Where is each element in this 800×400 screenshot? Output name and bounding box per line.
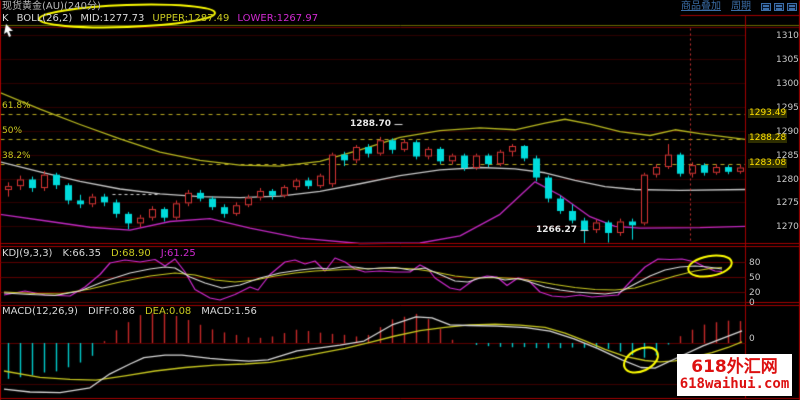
fib-50-label: 50% (2, 126, 23, 136)
macd-axis-label: 0 (749, 334, 755, 344)
layout-split-icon[interactable] (774, 3, 784, 11)
kdj-axis-label: 0 (749, 298, 755, 308)
price-axis-label: 1290 (776, 127, 799, 137)
boll-mid-value: MID:1277.73 (80, 13, 145, 24)
macd-diff-value: DIFF:0.86 (87, 306, 135, 317)
fib-38.2-price-badge: 1283.08 (748, 158, 788, 168)
kdj-axis-label: 50 (749, 273, 761, 283)
macd-macd-value: MACD:1.56 (201, 306, 257, 317)
price-axis-label: 1310 (776, 31, 799, 41)
kdj-k-value: K:66.35 (62, 248, 102, 259)
overlay-menu-link[interactable]: 商品叠加 (681, 1, 721, 12)
kdj-j-value: J:61.25 (160, 248, 196, 259)
price-axis-label: 1285 (776, 151, 799, 161)
price-axis-label: 1275 (776, 198, 799, 208)
kdj-axis-label: 80 (749, 258, 761, 268)
fib-38.2-label: 38.2% (2, 151, 31, 161)
price-axis-label: 1270 (776, 222, 799, 232)
kdj-axis-label: 20 (749, 288, 761, 298)
boll-params-label: BOLL(26,2) (16, 13, 73, 24)
swing-low-price-tag: 1266.27 (536, 225, 577, 235)
layout-full-icon[interactable] (787, 3, 797, 11)
boll-lower-value: LOWER:1267.97 (237, 13, 319, 24)
symbol-title: 现货黄金(AU)(240分) (2, 1, 101, 12)
price-axis-label: 1295 (776, 103, 799, 113)
price-axis-label: 1305 (776, 55, 799, 65)
macd-indicator-legend: MACD(12,26,9) DIFF:0.86 DEA:0.08 MACD:1.… (2, 307, 257, 317)
window-layout-icons (761, 3, 797, 11)
watermark-site-url: 618waihui.com (679, 375, 790, 392)
boll-indicator-legend: K BOLL(26,2) MID:1277.73 UPPER:1287.49 L… (2, 14, 318, 24)
k-line-label: K (2, 13, 9, 24)
period-menu-link[interactable]: 周期 (731, 1, 751, 12)
kdj-indicator-legend: KDJ(9,3,3) K:66.35 D:68.90 J:61.25 (2, 249, 196, 259)
price-axis-label: 1280 (776, 175, 799, 185)
swing-high-price-tag: 1288.70 (350, 119, 391, 129)
watermark: 618外汇网 618waihui.com (677, 354, 792, 396)
fib-61.8-price-badge: 1293.49 (748, 108, 788, 118)
watermark-site-name: 618外汇网 (691, 356, 778, 377)
price-axis-label: 1300 (776, 79, 799, 89)
fib-50-price-badge: 1288.28 (748, 133, 788, 143)
macd-dea-value: DEA:0.08 (144, 306, 192, 317)
macd-params-label: MACD(12,26,9) (2, 306, 78, 317)
top-menu: 商品叠加 周期 (681, 2, 797, 12)
fib-61.8-label: 61.8% (2, 101, 31, 111)
kdj-d-value: D:68.90 (111, 248, 151, 259)
boll-upper-value: UPPER:1287.49 (152, 13, 230, 24)
kdj-params-label: KDJ(9,3,3) (2, 248, 53, 259)
layout-grid-icon[interactable] (761, 3, 771, 11)
